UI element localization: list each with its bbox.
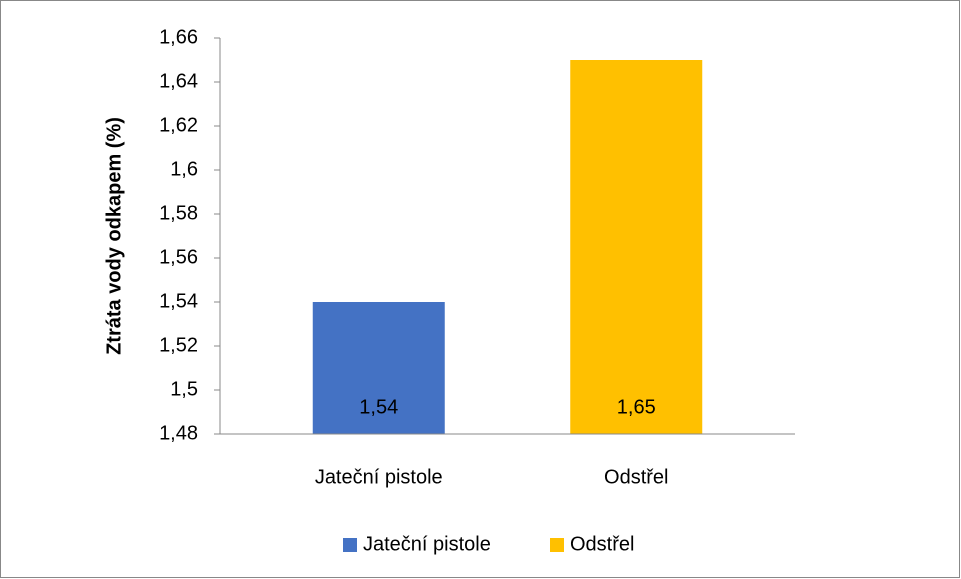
legend-label: Odstřel [570, 533, 634, 555]
legend-swatch [550, 538, 564, 552]
data-label: 1,54 [359, 396, 398, 418]
y-tick-label: 1,48 [159, 422, 198, 444]
y-tick-label: 1,52 [159, 334, 198, 356]
y-tick-label: 1,64 [159, 70, 198, 92]
bar [570, 60, 703, 434]
y-tick-label: 1,6 [170, 158, 198, 180]
y-tick-label: 1,66 [159, 26, 198, 48]
legend-label: Jateční pistole [363, 533, 491, 555]
y-tick-label: 1,62 [159, 114, 198, 136]
y-axis-label: Ztráta vody odkapem (%) [103, 117, 125, 355]
x-tick-label: Jateční pistole [315, 466, 443, 488]
y-tick-label: 1,54 [159, 290, 198, 312]
legend-swatch [343, 538, 357, 552]
y-tick-label: 1,58 [159, 202, 198, 224]
y-tick-label: 1,5 [170, 378, 198, 400]
y-tick-label: 1,56 [159, 246, 198, 268]
bar [312, 302, 445, 434]
data-label: 1,65 [617, 396, 656, 418]
x-tick-label: Odstřel [604, 466, 668, 488]
